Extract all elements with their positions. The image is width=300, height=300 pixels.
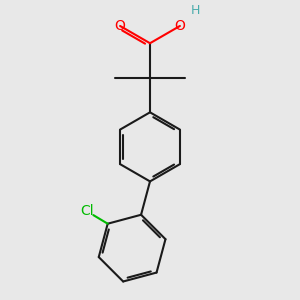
Text: H: H [191, 4, 200, 17]
Text: O: O [115, 19, 125, 33]
Text: O: O [175, 19, 185, 33]
Text: Cl: Cl [80, 204, 94, 218]
